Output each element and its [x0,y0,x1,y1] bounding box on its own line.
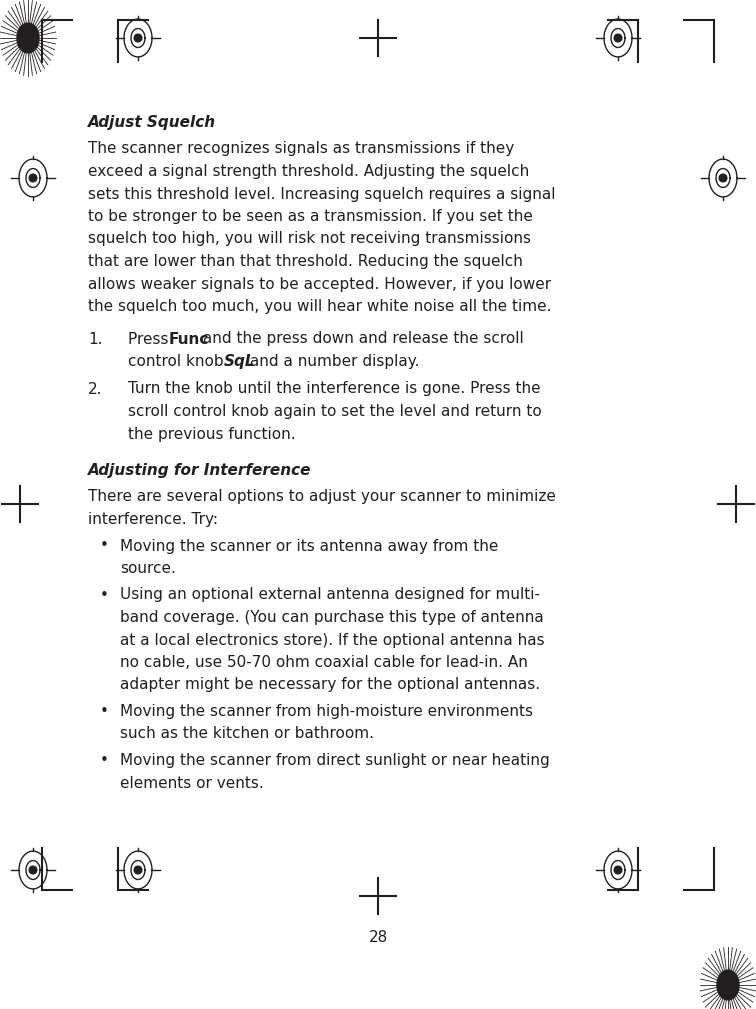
Text: Moving the scanner from high-moisture environments: Moving the scanner from high-moisture en… [120,704,533,719]
Text: that are lower than that threshold. Reducing the squelch: that are lower than that threshold. Redu… [88,254,523,269]
Text: Moving the scanner or its antenna away from the: Moving the scanner or its antenna away f… [120,539,498,554]
Text: at a local electronics store). If the optional antenna has: at a local electronics store). If the op… [120,633,544,648]
Text: source.: source. [120,561,176,576]
Text: allows weaker signals to be accepted. However, if you lower: allows weaker signals to be accepted. Ho… [88,276,551,292]
Text: Adjusting for Interference: Adjusting for Interference [88,463,311,478]
Text: The scanner recognizes signals as transmissions if they: The scanner recognizes signals as transm… [88,141,514,156]
Text: such as the kitchen or bathroom.: such as the kitchen or bathroom. [120,726,374,742]
Text: interference. Try:: interference. Try: [88,512,218,527]
Text: Press: Press [128,332,173,346]
Text: 2.: 2. [88,381,103,397]
Text: squelch too high, you will risk not receiving transmissions: squelch too high, you will risk not rece… [88,231,531,246]
Circle shape [29,866,37,874]
Text: elements or vents.: elements or vents. [120,776,264,790]
Text: adapter might be necessary for the optional antennas.: adapter might be necessary for the optio… [120,677,540,692]
Text: •: • [100,539,109,554]
Text: no cable, use 50-70 ohm coaxial cable for lead-in. An: no cable, use 50-70 ohm coaxial cable fo… [120,655,528,670]
Circle shape [134,34,142,41]
Text: and the press down and release the scroll: and the press down and release the scrol… [197,332,523,346]
Polygon shape [717,970,739,1000]
Text: Func: Func [169,332,209,346]
Text: Turn the knob until the interference is gone. Press the: Turn the knob until the interference is … [128,381,541,397]
Text: Adjust Squelch: Adjust Squelch [88,115,216,130]
Text: the previous function.: the previous function. [128,427,296,442]
Text: Moving the scanner from direct sunlight or near heating: Moving the scanner from direct sunlight … [120,753,550,768]
Circle shape [29,175,37,182]
Text: scroll control knob again to set the level and return to: scroll control knob again to set the lev… [128,404,542,419]
Text: 28: 28 [368,930,388,945]
Polygon shape [17,23,39,52]
Text: and a number display.: and a number display. [245,354,420,369]
Text: There are several options to adjust your scanner to minimize: There are several options to adjust your… [88,489,556,504]
Text: band coverage. (You can purchase this type of antenna: band coverage. (You can purchase this ty… [120,610,544,625]
Text: 1.: 1. [88,332,103,346]
Circle shape [719,175,727,182]
Text: the squelch too much, you will hear white noise all the time.: the squelch too much, you will hear whit… [88,299,551,314]
Text: •: • [100,587,109,602]
Circle shape [134,866,142,874]
Text: to be stronger to be seen as a transmission. If you set the: to be stronger to be seen as a transmiss… [88,209,533,224]
Text: •: • [100,753,109,768]
Text: control knob.: control knob. [128,354,234,369]
Text: sets this threshold level. Increasing squelch requires a signal: sets this threshold level. Increasing sq… [88,187,556,202]
Text: exceed a signal strength threshold. Adjusting the squelch: exceed a signal strength threshold. Adju… [88,164,529,179]
Text: SqL: SqL [224,354,255,369]
Circle shape [614,866,622,874]
Text: •: • [100,704,109,719]
Text: Using an optional external antenna designed for multi-: Using an optional external antenna desig… [120,587,540,602]
Circle shape [614,34,622,41]
